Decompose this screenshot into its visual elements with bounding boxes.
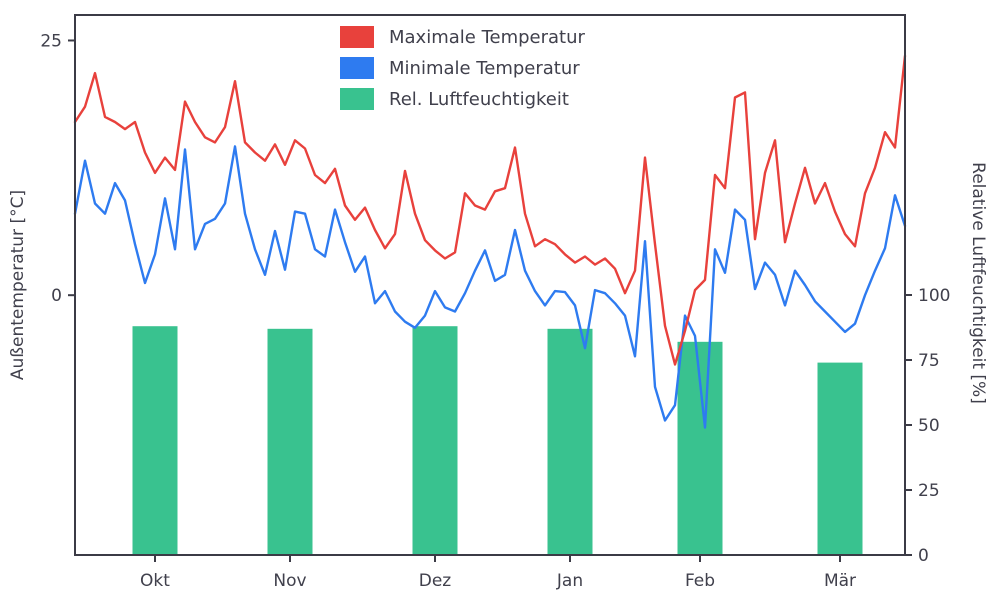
right-axis-title: Relative Luftfeuchtigkeit [%] — [968, 162, 988, 404]
legend-label-max-temp: Maximale Temperatur — [389, 26, 585, 48]
legend: Maximale Temperatur Minimale Temperatur … — [340, 26, 585, 110]
max-temp-swatch — [340, 26, 374, 48]
humidity-bar — [412, 326, 458, 555]
x-tick-label: Dez — [419, 571, 452, 591]
plot-frame — [74, 14, 906, 556]
legend-label-min-temp: Minimale Temperatur — [389, 57, 580, 79]
x-tick-label: Feb — [685, 571, 715, 591]
humidity-bar — [817, 362, 863, 555]
right-tick-label: 100 — [918, 286, 950, 306]
plot-area: Okt Nov Dez Jan Feb Mär 0 25 0 25 50 75 100 — [40, 14, 950, 591]
left-tick-label: 0 — [51, 286, 62, 306]
max-temp-line — [73, 54, 907, 366]
legend-item-max-temp: Maximale Temperatur — [340, 26, 585, 48]
right-tick-label: 50 — [918, 416, 940, 436]
legend-item-min-temp: Minimale Temperatur — [340, 57, 585, 79]
right-tick-label: 0 — [918, 546, 929, 566]
humidity-swatch — [340, 88, 374, 110]
humidity-bar — [267, 328, 313, 555]
legend-item-humidity: Rel. Luftfeuchtigkeit — [340, 88, 585, 110]
humidity-bars — [132, 326, 863, 555]
x-tick-label: Jan — [556, 571, 583, 591]
left-tick-label: 25 — [40, 31, 62, 51]
x-tick-label: Nov — [273, 571, 306, 591]
legend-label-humidity: Rel. Luftfeuchtigkeit — [389, 88, 569, 110]
right-tick-label: 25 — [918, 481, 940, 501]
left-axis-title: Außentemperatur [°C] — [8, 190, 28, 380]
right-tick-label: 75 — [918, 351, 940, 371]
min-temp-line — [73, 145, 907, 429]
x-tick-label: Mär — [824, 571, 856, 591]
humidity-bar — [132, 326, 178, 555]
x-tick-label: Okt — [140, 571, 170, 591]
min-temp-swatch — [340, 57, 374, 79]
humidity-bar — [547, 328, 593, 555]
